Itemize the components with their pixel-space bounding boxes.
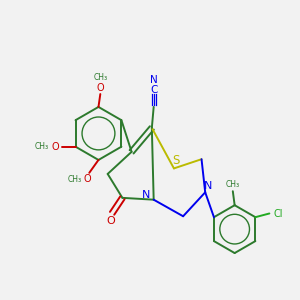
Text: N: N: [204, 181, 212, 191]
Text: N: N: [141, 190, 150, 200]
Text: O: O: [97, 83, 104, 93]
Text: C: C: [150, 85, 158, 95]
Text: O: O: [52, 142, 59, 152]
Text: O: O: [106, 216, 115, 226]
Text: S: S: [172, 154, 179, 167]
Text: CH₃: CH₃: [34, 142, 48, 151]
Text: CH₃: CH₃: [226, 181, 240, 190]
Text: Cl: Cl: [273, 209, 283, 219]
Text: CH₃: CH₃: [68, 175, 82, 184]
Text: CH₃: CH₃: [93, 73, 107, 82]
Text: N: N: [150, 75, 158, 85]
Text: O: O: [84, 174, 91, 184]
